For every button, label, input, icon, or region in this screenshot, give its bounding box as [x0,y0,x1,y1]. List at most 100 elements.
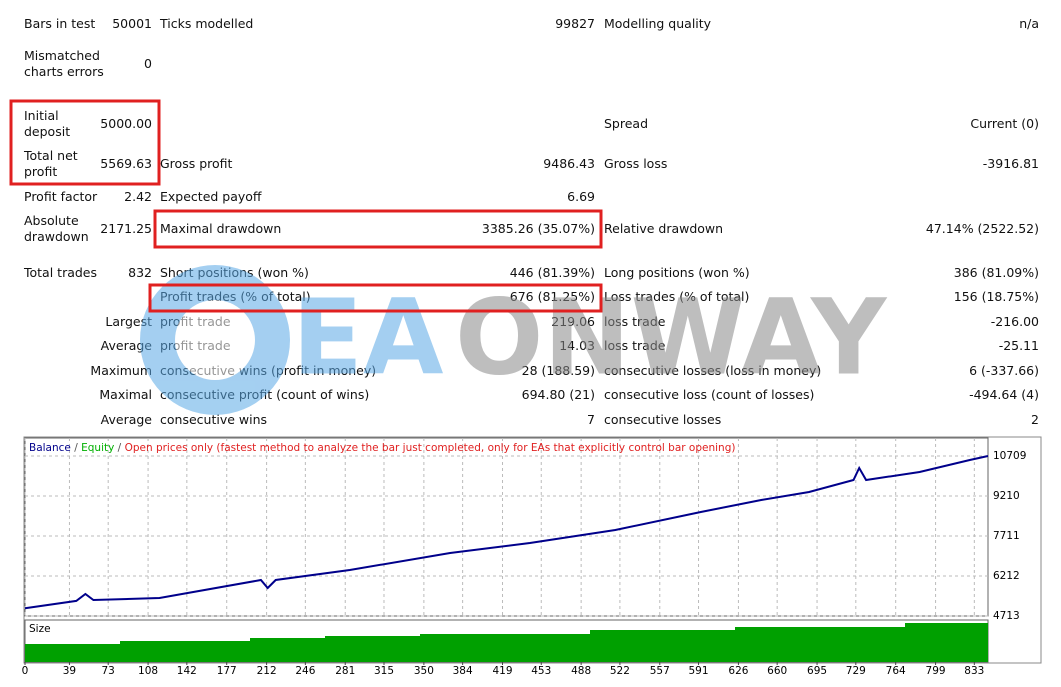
row-label: Modelling quality [604,16,712,31]
x-tick-label: 246 [295,665,315,677]
y-tick-label: 4713 [993,610,1020,622]
x-tick-label: 142 [177,665,197,677]
y-tick-label: 7711 [993,530,1020,542]
size-label: Size [29,623,51,635]
row-label: Average [100,338,152,353]
legend-item: Balance [29,442,71,454]
watermark-text: ONWAY [455,276,888,398]
x-tick-label: 591 [689,665,709,677]
row-value: -25.11 [998,338,1039,353]
y-tick-label: 10709 [993,450,1026,462]
row-value: Current (0) [970,116,1039,131]
x-tick-label: 764 [886,665,906,677]
row-label: Average [100,412,152,427]
row-value: 2.42 [124,189,152,204]
legend-item: Open prices only (fastest method to anal… [125,442,736,454]
row-label: Profit factor [24,189,98,204]
x-tick-label: 729 [846,665,866,677]
row-label: Mismatched charts errors [24,48,104,79]
row-label: Bars in test [24,16,96,31]
row-value: 5000.00 [100,116,152,131]
row-value: 0 [144,56,152,71]
row-label: loss trade [604,314,666,329]
row-value: 6.69 [567,189,595,204]
row-label: Spread [604,116,649,131]
y-tick-label: 6212 [993,570,1020,582]
x-tick-label: 39 [63,665,76,677]
row-value: 2171.25 [100,221,152,236]
row-value: -216.00 [990,314,1039,329]
x-tick-label: 0 [22,665,29,677]
row-label: Long positions (won %) [604,265,750,280]
row-label: consecutive losses (loss in money) [604,363,822,378]
chart-frame [23,436,1042,664]
row-label: Gross loss [604,156,668,171]
row-value: 50001 [112,16,152,31]
row-value: 3385.26 (35.07%) [481,221,595,236]
x-tick-label: 73 [102,665,115,677]
row-label: Total trades [24,265,98,280]
row-label: Expected payoff [160,189,262,204]
x-tick-label: 212 [257,665,277,677]
row-label: consecutive losses [604,412,722,427]
x-tick-label: 177 [217,665,237,677]
row-value: -3916.81 [982,156,1039,171]
row-value: 386 (81.09%) [953,265,1039,280]
x-tick-label: 281 [335,665,355,677]
row-value: 156 (18.75%) [953,289,1039,304]
balance-line [24,455,989,610]
watermark-text: EA [292,276,444,398]
row-label: Largest [105,314,152,329]
row-value: 5569.63 [100,156,152,171]
x-tick-label: 557 [650,665,670,677]
legend-item: Equity [81,442,114,454]
row-value: 2 [1031,412,1039,427]
row-value: 47.14% (2522.52) [925,221,1039,236]
row-value: 446 (81.39%) [509,265,595,280]
row-value: 99827 [555,16,595,31]
row-value: 9486.43 [543,156,595,171]
row-value: 219.06 [551,314,595,329]
row-value: n/a [1019,16,1039,31]
row-label: Maximum [90,363,152,378]
legend: Balance / Equity / Open prices only (fas… [29,442,735,454]
row-label: Maximal [99,387,152,402]
row-label: Total net profit [24,148,78,179]
row-value: 14.03 [559,338,595,353]
row-value: 6 (-337.66) [969,363,1039,378]
legend-item: / [74,442,78,454]
x-tick-label: 695 [807,665,827,677]
row-value: 28 (188.59) [521,363,595,378]
row-value: 832 [128,265,152,280]
y-tick-label: 9210 [993,490,1020,502]
row-label: loss trade [604,338,666,353]
x-tick-label: 419 [492,665,512,677]
x-tick-label: 453 [531,665,551,677]
row-label: Initial deposit [24,108,71,139]
watermark: EA ONWAY [140,265,888,415]
x-tick-label: 384 [453,665,473,677]
x-tick-label: 108 [138,665,158,677]
row-value: -494.64 (4) [969,387,1039,402]
row-label: Maximal drawdown [160,221,282,236]
x-tick-label: 799 [926,665,946,677]
watermark-logo-hole [175,300,255,380]
row-label: Ticks modelled [160,16,254,31]
balance-panel [24,437,989,617]
row-label: Loss trades (% of total) [604,289,750,304]
row-label: consecutive loss (count of losses) [604,387,815,402]
x-tick-label: 350 [414,665,434,677]
size-bars [25,623,988,662]
x-tick-label: 522 [610,665,630,677]
highlight-box [148,283,603,313]
x-tick-label: 315 [374,665,394,677]
row-label: consecutive wins [160,412,268,427]
row-label: Gross profit [160,156,233,171]
highlight-box [9,99,161,186]
x-tick-label: 488 [571,665,591,677]
row-value: 694.80 (21) [521,387,595,402]
row-value: 676 (81.25%) [509,289,595,304]
legend-item: / [118,442,122,454]
